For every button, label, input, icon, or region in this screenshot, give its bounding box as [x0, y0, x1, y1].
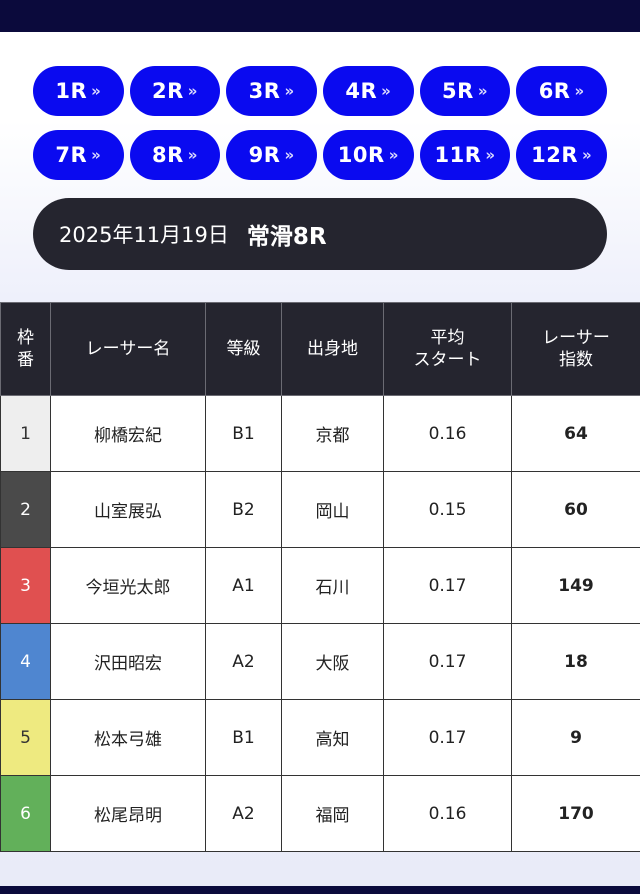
race-button-label: 1R	[55, 79, 88, 103]
racer-grade: B1	[205, 395, 282, 472]
racer-grade: A1	[205, 547, 282, 624]
race-button-2r[interactable]: 2R»	[129, 66, 221, 116]
racer-index: 170	[511, 775, 640, 852]
racer-index: 60	[511, 471, 640, 548]
racer-hometown: 高知	[281, 699, 384, 776]
frame-number: 5	[0, 699, 51, 776]
race-button-7r[interactable]: 7R»	[33, 130, 124, 180]
double-chevron-right-icon: »	[381, 82, 392, 100]
racer-name: 山室展弘	[50, 471, 206, 548]
race-selector: 1R» 2R» 3R» 4R» 5R» 6R» 7R» 8R» 9R» 10R»…	[33, 66, 608, 194]
bottom-bar	[0, 886, 640, 894]
header-racer-index: レーサー 指数	[511, 302, 640, 396]
racer-hometown: 岡山	[281, 471, 384, 548]
racer-index: 64	[511, 395, 640, 472]
racer-index: 9	[511, 699, 640, 776]
race-header: 2025年11月19日 常滑8R	[33, 198, 607, 270]
racer-avg-start: 0.17	[383, 547, 512, 624]
race-button-11r[interactable]: 11R»	[419, 130, 511, 180]
table-row: 5 松本弓雄 B1 高知 0.17 9	[0, 699, 640, 776]
race-button-label: 12R	[531, 143, 579, 167]
double-chevron-right-icon: »	[477, 82, 489, 100]
race-button-label: 6R	[538, 79, 571, 103]
header-hometown: 出身地	[281, 302, 384, 396]
race-button-8r[interactable]: 8R»	[129, 130, 221, 180]
race-button-9r[interactable]: 9R»	[226, 130, 318, 180]
racer-avg-start: 0.15	[383, 471, 512, 548]
racer-hometown: 福岡	[281, 775, 384, 852]
race-button-3r[interactable]: 3R»	[226, 66, 318, 116]
race-button-label: 2R	[152, 79, 184, 103]
racer-index: 18	[511, 623, 640, 700]
double-chevron-right-icon: »	[574, 82, 585, 100]
racer-avg-start: 0.16	[383, 775, 512, 852]
double-chevron-right-icon: »	[91, 146, 102, 164]
race-button-label: 9R	[248, 143, 281, 167]
double-chevron-right-icon: »	[284, 146, 295, 164]
race-button-6r[interactable]: 6R»	[516, 66, 608, 116]
race-name: 常滑8R	[246, 224, 327, 250]
racer-avg-start: 0.17	[383, 699, 512, 776]
racer-table: 枠番 レーサー名 等級 出身地 平均 スタート レーサー 指数 1 柳橋宏紀 B1 …	[0, 302, 640, 852]
race-row: 1R» 2R» 3R» 4R» 5R» 6R»	[33, 66, 608, 116]
double-chevron-right-icon: »	[388, 146, 399, 164]
racer-avg-start: 0.17	[383, 623, 512, 700]
racer-index: 149	[511, 547, 640, 624]
header-racer-name: レーサー名	[50, 302, 206, 396]
racer-grade: A2	[205, 623, 282, 700]
racer-name: 松尾昂明	[50, 775, 206, 852]
race-button-label: 5R	[442, 79, 474, 103]
double-chevron-right-icon: »	[582, 146, 593, 164]
race-button-10r[interactable]: 10R»	[323, 130, 414, 180]
race-button-5r[interactable]: 5R»	[419, 66, 511, 116]
double-chevron-right-icon: »	[284, 82, 295, 100]
frame-number: 3	[0, 547, 51, 624]
double-chevron-right-icon: »	[91, 82, 102, 100]
header-frame: 枠番	[0, 302, 51, 396]
racer-grade: A2	[205, 775, 282, 852]
racer-name: 柳橋宏紀	[50, 395, 206, 472]
race-button-12r[interactable]: 12R»	[516, 130, 608, 180]
race-button-label: 4R	[345, 79, 378, 103]
racer-name: 沢田昭宏	[50, 623, 206, 700]
top-bar	[0, 0, 640, 32]
race-button-4r[interactable]: 4R»	[323, 66, 414, 116]
frame-number: 1	[0, 395, 51, 472]
race-button-1r[interactable]: 1R»	[33, 66, 124, 116]
race-date: 2025年11月19日	[59, 223, 229, 247]
race-row: 7R» 8R» 9R» 10R» 11R» 12R»	[33, 130, 608, 180]
table-row: 1 柳橋宏紀 B1 京都 0.16 64	[0, 395, 640, 472]
double-chevron-right-icon: »	[187, 82, 198, 100]
race-button-label: 10R	[337, 143, 385, 167]
double-chevron-right-icon: »	[187, 146, 198, 164]
frame-number: 4	[0, 623, 51, 700]
racer-hometown: 大阪	[281, 623, 384, 700]
table-row: 6 松尾昂明 A2 福岡 0.16 170	[0, 775, 640, 852]
table-header-row: 枠番 レーサー名 等級 出身地 平均 スタート レーサー 指数	[0, 302, 640, 396]
double-chevron-right-icon: »	[485, 146, 496, 164]
header-grade: 等級	[205, 302, 282, 396]
table-row: 2 山室展弘 B2 岡山 0.15 60	[0, 471, 640, 548]
racer-name: 松本弓雄	[50, 699, 206, 776]
frame-number: 6	[0, 775, 51, 852]
race-button-label: 7R	[55, 143, 88, 167]
race-button-label: 3R	[248, 79, 281, 103]
racer-grade: B1	[205, 699, 282, 776]
race-button-label: 8R	[152, 143, 184, 167]
racer-hometown: 石川	[281, 547, 384, 624]
race-button-label: 11R	[434, 143, 482, 167]
header-avg-start: 平均 スタート	[383, 302, 512, 396]
racer-hometown: 京都	[281, 395, 384, 472]
racer-name: 今垣光太郎	[50, 547, 206, 624]
table-row: 4 沢田昭宏 A2 大阪 0.17 18	[0, 623, 640, 700]
frame-number: 2	[0, 471, 51, 548]
racer-avg-start: 0.16	[383, 395, 512, 472]
racer-grade: B2	[205, 471, 282, 548]
table-row: 3 今垣光太郎 A1 石川 0.17 149	[0, 547, 640, 624]
